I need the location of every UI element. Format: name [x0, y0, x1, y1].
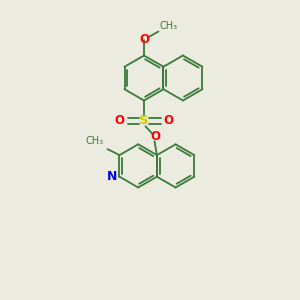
Text: O: O	[139, 33, 149, 46]
Text: CH₃: CH₃	[85, 136, 103, 146]
Text: S: S	[139, 114, 149, 128]
Text: O: O	[150, 130, 160, 143]
Text: O: O	[163, 114, 173, 128]
Text: O: O	[115, 114, 125, 128]
Text: CH₃: CH₃	[160, 21, 178, 31]
Text: N: N	[107, 169, 117, 183]
